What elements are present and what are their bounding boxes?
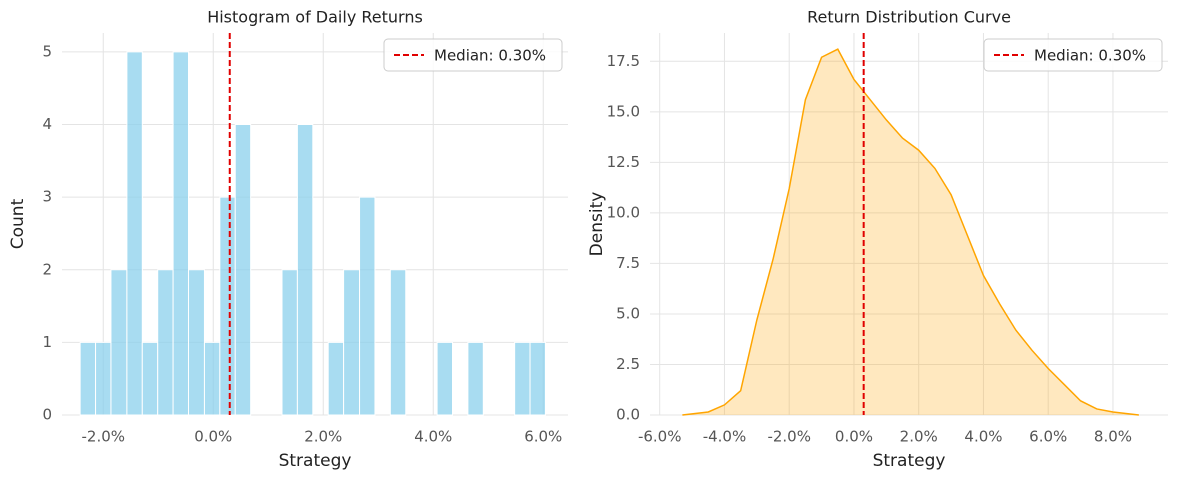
- bar: [95, 341, 112, 416]
- bar: [203, 341, 221, 416]
- legend-label: Median: 0.30%: [1034, 47, 1146, 65]
- y-tick-label: 0: [42, 406, 52, 424]
- bar: [79, 341, 97, 416]
- y-tick-label: 2: [42, 260, 52, 278]
- x-tick-label: -2.0%: [767, 428, 811, 446]
- bar: [172, 51, 190, 416]
- bar: [281, 269, 298, 416]
- y-tick-label: 17.5: [607, 52, 640, 70]
- x-tick-label: 6.0%: [1029, 428, 1067, 446]
- chart: 0 1 2 3 4 5 -2.0% 0.0% 2.0% 4.0% 6.0% Histogram of …: [8, 8, 568, 471]
- y-tick-label: 2.5: [616, 355, 640, 373]
- x-tick-label: -6.0%: [638, 428, 682, 446]
- bar: [296, 124, 314, 416]
- bar: [514, 341, 531, 416]
- legend-box: [983, 38, 1163, 72]
- bar: [327, 341, 345, 416]
- y-tick-label: 15.0: [607, 102, 640, 120]
- chart-title: Histogram of Daily Returns: [207, 8, 423, 27]
- y-tick-label: 5.0: [616, 304, 640, 322]
- y-tick-label: 5: [42, 42, 52, 60]
- x-tick-label: 4.0%: [414, 428, 452, 446]
- chart: 0.0 2.5 5.0 7.5 10.0 12.5 15.0 17.5 -6.0% -4.0% -2…: [587, 8, 1168, 471]
- bar: [529, 341, 546, 416]
- bar: [467, 341, 484, 416]
- chart-title: Return Distribution Curve: [807, 8, 1011, 27]
- x-tick-label: 2.0%: [900, 428, 938, 446]
- x-tick-label: -4.0%: [703, 428, 747, 446]
- y-tick-label: 7.5: [616, 254, 640, 272]
- y-axis-label: Density: [587, 192, 607, 257]
- x-tick-label: 8.0%: [1094, 428, 1132, 446]
- bar: [359, 196, 376, 416]
- bar: [141, 341, 159, 416]
- legend-box: [383, 38, 563, 72]
- x-tick-label: -2.0%: [81, 428, 125, 446]
- bar: [343, 269, 361, 416]
- y-tick-label: 1: [42, 333, 52, 351]
- area-fill: [682, 49, 1139, 415]
- x-axis-label: Strategy: [873, 451, 946, 471]
- x-tick-label: 6.0%: [524, 428, 562, 446]
- bar: [188, 269, 205, 416]
- bar: [234, 124, 252, 416]
- y-tick-label: 10.0: [607, 203, 640, 221]
- bar: [157, 269, 174, 416]
- y-tick-label: 4: [42, 115, 52, 133]
- bar: [436, 341, 454, 416]
- y-tick-label: 3: [42, 188, 52, 206]
- y-axis-label: Count: [8, 198, 28, 249]
- bar: [126, 51, 143, 416]
- bar: [389, 269, 407, 416]
- bar: [110, 269, 128, 416]
- x-tick-label: 2.0%: [304, 428, 342, 446]
- x-tick-label: 0.0%: [835, 428, 873, 446]
- bar: [219, 196, 236, 416]
- y-tick-label: 12.5: [607, 153, 640, 171]
- x-tick-label: 0.0%: [194, 428, 232, 446]
- x-axis-label: Strategy: [279, 451, 352, 471]
- x-tick-label: 4.0%: [964, 428, 1002, 446]
- density-line: [682, 48, 1139, 416]
- y-tick-label: 0.0: [616, 406, 640, 424]
- legend-label: Median: 0.30%: [434, 47, 546, 65]
